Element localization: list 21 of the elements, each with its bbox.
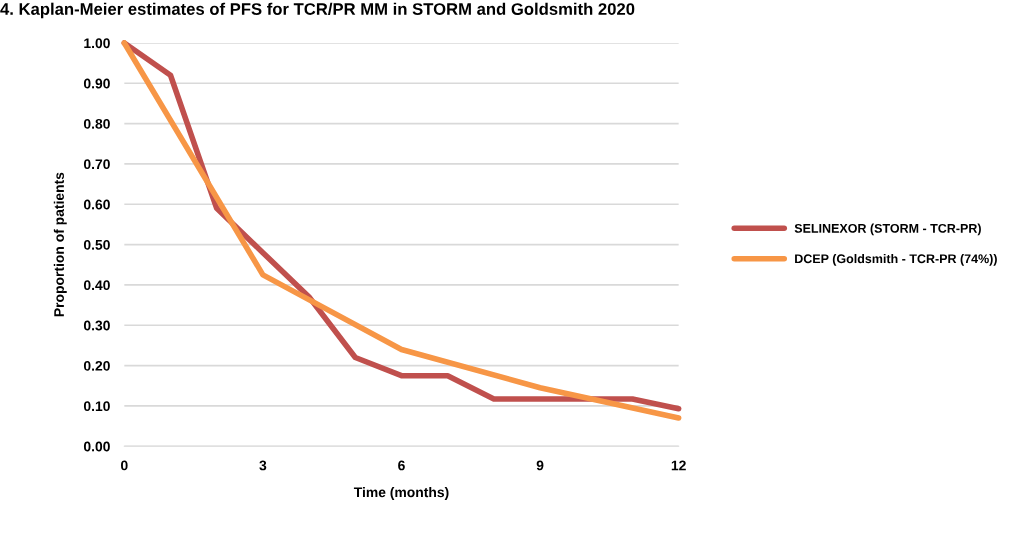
y-axis-title: Proportion of patients [53,172,67,317]
y-tick-label: 0.40 [83,280,110,291]
y-tick-label: 0.20 [83,360,110,371]
y-tick-label: 0.70 [83,159,110,170]
y-tick-label: 0.90 [83,78,110,89]
y-tick-label: 0.10 [83,401,110,412]
x-tick-label: 6 [398,460,405,471]
y-tick-label: 0.00 [83,441,110,452]
y-tick-label: 1.00 [84,38,110,49]
x-axis-title: Time (months) [353,486,449,500]
x-tick-label: 9 [536,460,544,471]
y-tick-label: 0.80 [83,118,110,129]
y-tick-label: 0.30 [83,320,110,331]
x-tick-label: 3 [259,460,267,471]
chart-title: 4. Kaplan-Meier estimates of PFS for TCR/PR MM in STORM and Goldsmith 2020 [0,2,635,19]
x-tick-label: 12 [671,460,686,471]
legend-label: DCEP (Goldsmith - TCR-PR (74%)) [795,253,997,266]
legend-label: SELINEXOR (STORM - TCR-PR) [794,223,981,236]
y-tick-label: 0.50 [83,239,110,250]
y-tick-label: 0.60 [83,199,110,210]
x-tick-label: 0 [121,460,128,471]
